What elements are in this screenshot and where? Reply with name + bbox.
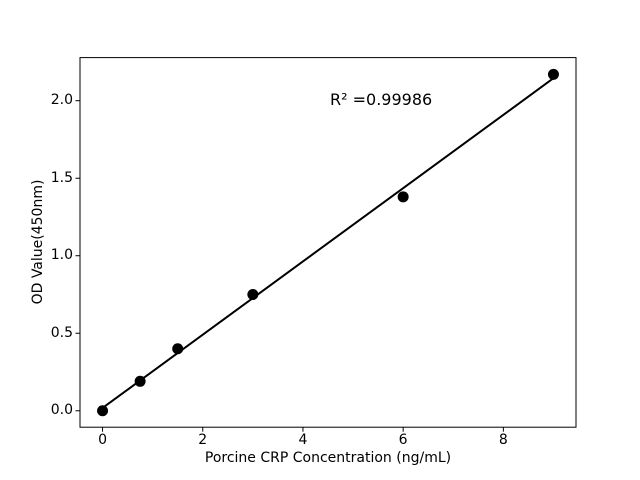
y-tick-label: 0.5 xyxy=(50,324,73,341)
data-point xyxy=(134,375,146,387)
data-point xyxy=(247,288,259,300)
x-axis-label: Porcine CRP Concentration (ng/mL) xyxy=(204,450,452,466)
y-tick-label: 2.0 xyxy=(50,92,73,109)
y-tick-label: 1.5 xyxy=(50,169,73,186)
x-tick-label: 0 xyxy=(98,432,107,448)
data-point xyxy=(547,68,559,80)
y-axis-label: OD Value(450nm) xyxy=(30,179,46,305)
r-squared-annotation: R² =0.99986 xyxy=(330,90,433,109)
y-tick-label: 1.0 xyxy=(50,247,73,264)
data-point xyxy=(172,343,184,355)
x-tick-label: 6 xyxy=(398,432,408,448)
x-tick-label: 4 xyxy=(298,432,308,448)
y-tick-label: 0.0 xyxy=(50,402,73,419)
data-point xyxy=(397,191,409,203)
x-tick-label: 8 xyxy=(498,432,508,448)
x-tick-label: 2 xyxy=(198,432,208,448)
data-point xyxy=(97,405,109,417)
